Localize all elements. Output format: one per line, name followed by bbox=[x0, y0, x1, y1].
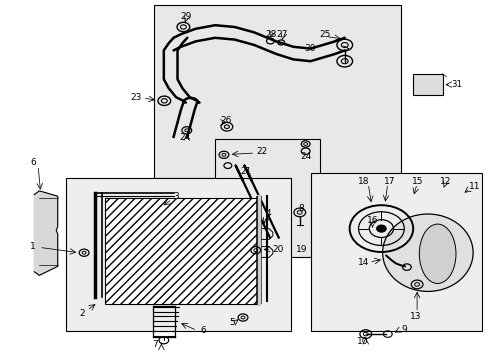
Bar bbox=[154, 5, 400, 178]
Text: 24: 24 bbox=[299, 152, 311, 161]
Text: 8: 8 bbox=[298, 204, 304, 213]
Text: 1: 1 bbox=[30, 242, 36, 251]
Bar bbox=[105, 198, 259, 304]
Text: 7: 7 bbox=[152, 341, 158, 349]
Text: 12: 12 bbox=[439, 177, 451, 186]
Bar bbox=[215, 139, 320, 257]
Bar bbox=[310, 173, 481, 331]
Text: 27: 27 bbox=[275, 30, 287, 39]
Text: 24: 24 bbox=[179, 133, 190, 142]
Bar bbox=[412, 74, 442, 95]
Text: 2: 2 bbox=[79, 309, 85, 318]
Text: 5: 5 bbox=[228, 318, 234, 327]
Ellipse shape bbox=[419, 224, 455, 284]
Text: 3: 3 bbox=[173, 192, 179, 201]
Text: 31: 31 bbox=[451, 80, 462, 89]
Text: 22: 22 bbox=[255, 147, 267, 156]
Text: 15: 15 bbox=[411, 177, 423, 186]
Text: 29: 29 bbox=[180, 12, 191, 21]
Text: 14: 14 bbox=[357, 258, 368, 266]
Text: 11: 11 bbox=[468, 181, 479, 191]
Text: 21: 21 bbox=[240, 166, 252, 175]
Text: 17: 17 bbox=[383, 177, 394, 186]
Text: 6: 6 bbox=[30, 158, 36, 167]
Text: 20: 20 bbox=[271, 245, 283, 253]
Ellipse shape bbox=[382, 214, 472, 292]
Polygon shape bbox=[34, 191, 58, 275]
Text: 13: 13 bbox=[409, 311, 421, 320]
Text: 26: 26 bbox=[220, 116, 232, 125]
Text: 23: 23 bbox=[130, 93, 142, 102]
Circle shape bbox=[376, 225, 386, 232]
Text: 28: 28 bbox=[264, 30, 276, 39]
Text: 6: 6 bbox=[200, 326, 205, 335]
Text: 10: 10 bbox=[356, 337, 367, 346]
Text: 4: 4 bbox=[264, 209, 270, 217]
Text: 25: 25 bbox=[318, 30, 330, 39]
Text: 9: 9 bbox=[400, 325, 406, 333]
Text: 16: 16 bbox=[366, 216, 378, 225]
Text: 19: 19 bbox=[295, 245, 307, 253]
Text: 30: 30 bbox=[304, 44, 316, 53]
Bar bbox=[66, 178, 290, 331]
Text: 18: 18 bbox=[357, 177, 368, 186]
